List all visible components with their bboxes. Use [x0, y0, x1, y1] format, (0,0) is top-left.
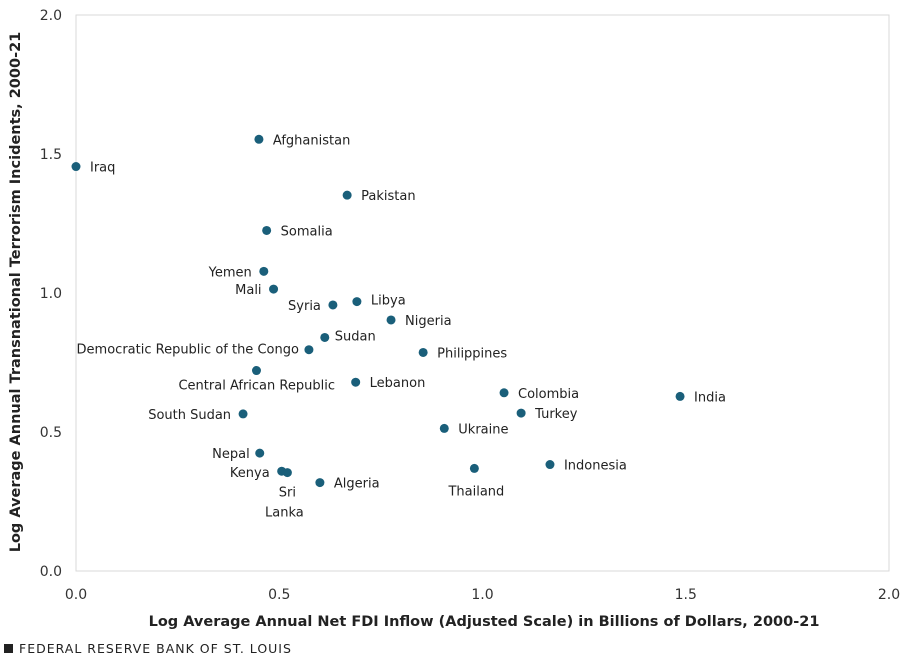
data-point — [469, 463, 479, 473]
point-label: Indonesia — [564, 459, 627, 474]
data-point — [71, 162, 81, 172]
point-label: Colombia — [518, 387, 579, 402]
point-label: Lebanon — [370, 376, 426, 391]
point-label: Afghanistan — [273, 133, 350, 148]
y-axis-ticks: 0.0 0.5 1.0 1.5 2.0 — [40, 8, 62, 580]
data-point — [351, 377, 361, 387]
data-point — [320, 332, 330, 342]
point-label: Nepal — [212, 447, 250, 462]
data-point — [675, 391, 685, 401]
x-tick-label: 1.5 — [675, 587, 697, 603]
point-label: Somalia — [281, 224, 333, 239]
point-label: Kenya — [230, 466, 270, 481]
x-tick-label: 2.0 — [878, 587, 900, 603]
data-point — [342, 190, 352, 200]
point-label: Iraq — [90, 161, 115, 176]
point-label: Yemen — [208, 265, 252, 280]
point-label: Mali — [235, 283, 261, 298]
plot-area — [75, 14, 890, 572]
x-axis-title: Log Average Annual Net FDI Inflow (Adjus… — [149, 614, 820, 630]
data-point — [251, 366, 261, 376]
scatter-chart: 0.0 0.5 1.0 1.5 2.0 0.0 0.5 1.0 1.5 2.0 Iraq Afgh… — [8, 8, 900, 630]
data-point — [238, 409, 248, 419]
data-point — [259, 266, 269, 276]
point-label: India — [694, 390, 726, 405]
y-tick-label: 2.0 — [40, 8, 62, 24]
point-label: Libya — [371, 294, 406, 309]
point-label: Sri Lanka — [265, 486, 304, 521]
data-point — [315, 478, 325, 488]
point-labels: Iraq Afghanistan Pakistan Somalia Yemen Mali S… — [77, 133, 726, 520]
point-label: Thailand — [447, 484, 504, 499]
y-tick-label: 0.5 — [40, 425, 62, 441]
point-label: Democratic Republic of the Congo — [77, 343, 299, 358]
point-label: Turkey — [534, 407, 578, 422]
y-tick-label: 0.0 — [40, 564, 62, 580]
data-point — [262, 225, 272, 235]
data-point — [255, 448, 265, 458]
data-point — [269, 284, 279, 294]
footer-square-icon — [4, 644, 13, 653]
data-point — [328, 300, 338, 310]
data-point — [499, 388, 509, 398]
point-label: Philippines — [437, 346, 507, 361]
data-point — [282, 468, 292, 478]
data-point — [418, 347, 428, 357]
point-label: Sudan — [335, 329, 376, 344]
data-point — [516, 408, 526, 418]
y-tick-label: 1.5 — [40, 147, 62, 163]
point-label: Algeria — [334, 477, 380, 492]
data-point — [304, 345, 314, 355]
point-label: Nigeria — [405, 314, 452, 329]
footer-source-text: FEDERAL RESERVE BANK OF ST. LOUIS — [19, 641, 292, 656]
data-point — [352, 297, 362, 307]
data-point — [439, 423, 449, 433]
point-label: Ukraine — [458, 422, 508, 437]
data-point — [254, 134, 264, 144]
x-tick-label: 0.0 — [65, 587, 87, 603]
y-tick-label: 1.0 — [40, 286, 62, 302]
source-footer: FEDERAL RESERVE BANK OF ST. LOUIS — [4, 641, 292, 656]
x-tick-label: 0.5 — [268, 587, 290, 603]
data-point — [545, 460, 555, 470]
data-point — [386, 315, 396, 325]
point-label: South Sudan — [148, 408, 231, 423]
point-label: Central African Republic — [178, 379, 334, 394]
x-tick-label: 1.0 — [471, 587, 493, 603]
x-axis-ticks: 0.0 0.5 1.0 1.5 2.0 — [65, 587, 900, 603]
data-points — [71, 134, 685, 488]
point-label: Pakistan — [361, 189, 415, 204]
point-label: Syria — [288, 299, 321, 314]
y-axis-title: Log Average Annual Transnational Terrori… — [8, 32, 24, 553]
